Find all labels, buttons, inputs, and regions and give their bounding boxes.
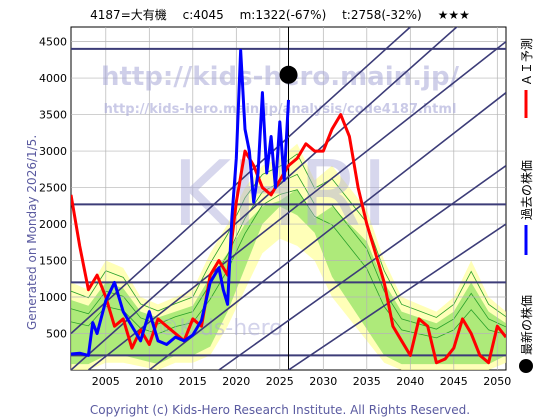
y-tick-label: 3500: [39, 109, 67, 122]
trend-line: [288, 223, 506, 370]
y-tick-label: 4500: [39, 36, 67, 49]
axis-ticks: 2005 2010 2015 2020 2025 2030 2035 2040 2045 2050…: [39, 36, 511, 388]
generated-date-vertical: Generated on Monday 2026/1/5.: [25, 135, 39, 330]
y-tick-label: 4000: [39, 72, 67, 85]
band-green: [71, 189, 506, 365]
y-tick-label: 1000: [39, 291, 67, 304]
x-tick-label: 2035: [353, 375, 381, 388]
y-tick-label: 1500: [39, 255, 67, 268]
legend-latest-label: 最新の株価: [519, 295, 534, 355]
y-tick-label: 500: [46, 328, 67, 341]
x-tick-label: 2050: [483, 375, 511, 388]
latest-price-marker: [279, 65, 298, 84]
target-price-label: t:2758(-32%): [342, 8, 422, 22]
y-tick-label: 2000: [39, 218, 67, 231]
trend-line: [71, 27, 458, 370]
legend-latest-swatch: [519, 359, 533, 373]
stock-code-label: 4187=大有機: [90, 8, 167, 22]
x-tick-label: 2040: [396, 375, 424, 388]
current-price-label: c:4045: [182, 8, 224, 22]
copyright-footer: Copyright (c) Kids-Hero Research Institu…: [89, 403, 471, 417]
watermark: KHRI http://kids-hero.main.jp/ http://ki…: [101, 62, 460, 341]
y-tick-label: 2500: [39, 182, 67, 195]
x-tick-label: 2030: [309, 375, 337, 388]
series-past-price: [71, 48, 290, 357]
trend-line: [218, 165, 506, 370]
price-series: [71, 48, 506, 365]
rating-stars: ★★★: [437, 8, 470, 22]
chart-header: 4187=大有機 c:4045 m:1322(-67%) t:2758(-32%…: [0, 6, 560, 23]
legend-ai-label: ＡＩ予測: [520, 38, 534, 86]
watermark-big: KHRI: [172, 142, 388, 247]
y-tick-label: 3000: [39, 145, 67, 158]
x-tick-label: 2020: [222, 375, 250, 388]
trend-line: [87, 40, 506, 370]
x-tick-label: 2005: [92, 375, 120, 388]
generated-date-text: Generated on Monday 2026/1/5.: [25, 135, 39, 330]
x-tick-label: 2025: [266, 375, 294, 388]
legend-past-label: 過去の株価: [519, 160, 534, 220]
max-price-label: m:1322(-67%): [239, 8, 327, 22]
watermark-sub: http://kids-hero.main.jp/analysis/code41…: [104, 102, 457, 117]
x-tick-label: 2010: [135, 375, 163, 388]
trend-line: [148, 92, 506, 370]
x-tick-label: 2045: [440, 375, 468, 388]
x-tick-label: 2015: [179, 375, 207, 388]
